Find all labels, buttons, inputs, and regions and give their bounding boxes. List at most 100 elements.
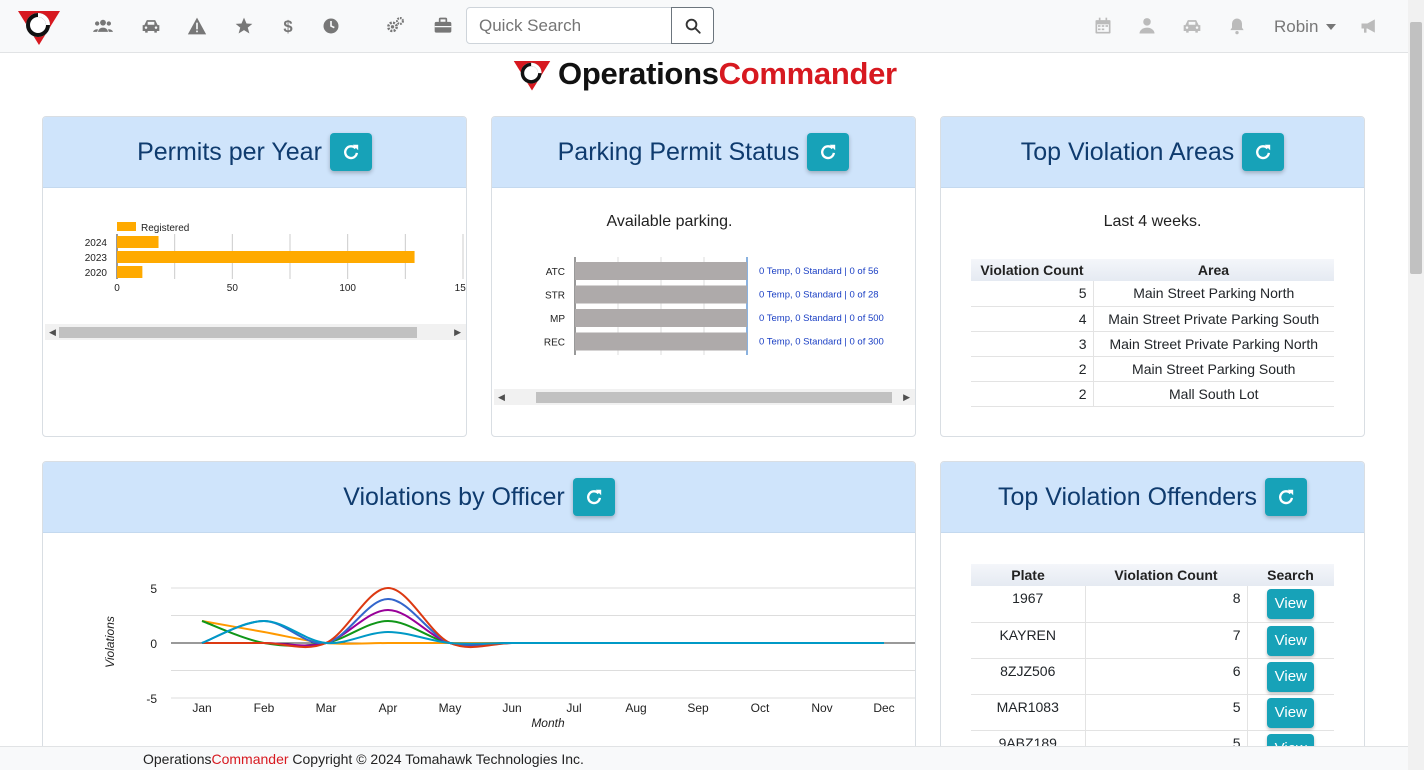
parking-permit-status-card: Parking Permit Status Available parking.… — [491, 116, 916, 437]
x-axis-label: Month — [531, 716, 565, 730]
bar — [117, 251, 415, 263]
gears-icon[interactable] — [383, 14, 407, 38]
brand-name: OperationsCommander — [558, 56, 897, 91]
refresh-button[interactable] — [329, 133, 372, 171]
calendar-icon[interactable] — [1091, 14, 1115, 38]
user-menu-dropdown[interactable]: Robin — [1274, 17, 1337, 37]
count-cell: 6 — [1084, 658, 1247, 695]
x-tick-label: Dec — [873, 701, 894, 715]
category-label: REC — [544, 338, 565, 349]
table-row: 4 Main Street Private Parking South — [971, 306, 1334, 332]
page-footer: OperationsCommander Copyright © 2024 Tom… — [0, 746, 1408, 770]
x-tick-label: Apr — [379, 701, 398, 715]
view-button[interactable]: View — [1267, 589, 1315, 619]
scroll-right-icon[interactable]: ▶ — [903, 392, 910, 402]
bar — [575, 332, 747, 351]
category-label: ATC — [546, 267, 565, 278]
refresh-button[interactable] — [807, 133, 850, 171]
quick-search-input[interactable] — [466, 7, 672, 44]
refresh-icon — [586, 489, 601, 505]
warning-icon[interactable] — [185, 14, 209, 38]
chart-subtitle: Last 4 weeks. — [1103, 213, 1202, 230]
category-label: 2020 — [85, 268, 108, 279]
scroll-left-icon[interactable]: ◀ — [49, 327, 56, 337]
bar — [575, 285, 747, 304]
scroll-thumb[interactable] — [536, 392, 892, 403]
clock-icon[interactable] — [319, 14, 343, 38]
x-tick-label: Oct — [751, 701, 770, 715]
column-header-count: Violation Count — [971, 259, 1093, 281]
refresh-button[interactable] — [1264, 478, 1307, 516]
table-row: 5 Main Street Parking North — [971, 281, 1334, 307]
card-header: Top Violation Offenders — [941, 462, 1364, 533]
x-tick-label: Jun — [502, 701, 521, 715]
card-header: Permits per Year — [43, 117, 466, 188]
x-tick-label: Aug — [625, 701, 646, 715]
table-row: 8ZJZ506 6 View — [971, 658, 1334, 695]
data-label: 0 Temp, 0 Standard | 0 of 56 — [759, 266, 879, 277]
page-scroll-thumb[interactable] — [1410, 22, 1422, 274]
search-cell: View — [1246, 586, 1334, 623]
search-button[interactable] — [671, 7, 714, 44]
category-label: MP — [550, 314, 565, 325]
scroll-left-icon[interactable]: ◀ — [498, 392, 505, 402]
table-row: 3 Main Street Private Parking North — [971, 331, 1334, 357]
refresh-button[interactable] — [1242, 133, 1285, 171]
search-cell: View — [1246, 658, 1334, 695]
view-button[interactable]: View — [1267, 625, 1315, 656]
x-tick-label: 50 — [227, 283, 239, 294]
scroll-thumb[interactable] — [59, 327, 417, 338]
series-line — [201, 619, 884, 645]
bar — [117, 266, 143, 278]
table-row: 2 Main Street Parking South — [971, 356, 1334, 382]
users-icon[interactable] — [91, 14, 115, 38]
data-label: 0 Temp, 0 Standard | 0 of 28 — [759, 290, 879, 301]
megaphone-icon[interactable] — [1357, 14, 1381, 38]
violations-line-chart: 5 0 -5 Jan Feb Mar Apr May Jun Jul Aug Sep Oct Nov Dec… — [103, 582, 915, 730]
permit-status-bar-chart: ATC 0 Temp, 0 Standard | 0 of 56 STR 0 Temp… — [544, 257, 884, 355]
user-icon[interactable] — [1135, 14, 1159, 38]
table-row: 2 Mall South Lot — [971, 381, 1334, 407]
x-tick-label: Jan — [192, 701, 211, 715]
bar — [117, 236, 159, 248]
card-header: Violations by Officer — [43, 462, 915, 533]
top-violation-areas-card: Top Violation Areas Last 4 weeks. Violat… — [940, 116, 1365, 437]
top-navbar: $ Robin — [0, 0, 1408, 53]
star-icon[interactable] — [232, 14, 256, 38]
brand-logo-icon — [513, 60, 551, 91]
x-tick-label: Feb — [254, 701, 275, 715]
card-title: Permits per Year — [137, 137, 322, 166]
x-tick-label: Nov — [811, 701, 832, 715]
search-cell: View — [1246, 622, 1334, 659]
view-button[interactable]: View — [1267, 697, 1315, 728]
column-header-count: Violation Count — [1085, 564, 1247, 586]
dollar-icon[interactable]: $ — [276, 14, 300, 38]
permits-per-year-card: Permits per Year Registered 2024 2023 2020 0… — [42, 116, 467, 437]
count-cell: 7 — [1084, 622, 1247, 659]
plate-cell: KAYREN — [971, 622, 1085, 659]
app-logo-icon[interactable] — [16, 5, 62, 47]
bell-icon[interactable] — [1225, 14, 1249, 38]
refresh-icon — [821, 144, 836, 160]
x-tick-label: Jul — [566, 701, 581, 715]
bar — [575, 262, 747, 280]
data-label: 0 Temp, 0 Standard | 0 of 300 — [759, 337, 884, 348]
column-header-plate: Plate — [971, 564, 1085, 586]
status-chart-scrollbar[interactable]: ◀ ▶ — [494, 389, 915, 405]
card-header: Top Violation Areas — [941, 117, 1364, 188]
refresh-button[interactable] — [572, 478, 615, 516]
x-tick-label: Sep — [687, 701, 709, 715]
y-axis-label: Violations — [103, 616, 117, 668]
column-header-search: Search — [1247, 564, 1334, 586]
x-tick-label: 0 — [114, 283, 120, 294]
vehicle-icon[interactable] — [1180, 14, 1204, 38]
view-button[interactable]: View — [1267, 661, 1315, 692]
category-label: 2023 — [85, 253, 108, 264]
permits-chart-scrollbar[interactable]: ◀ ▶ — [45, 324, 466, 340]
scroll-right-icon[interactable]: ▶ — [454, 327, 461, 337]
x-tick-label: Mar — [316, 701, 337, 715]
briefcase-icon[interactable] — [431, 14, 455, 38]
count-cell: 5 — [1084, 694, 1247, 731]
legend-swatch — [117, 222, 136, 231]
car-icon[interactable] — [139, 14, 163, 38]
